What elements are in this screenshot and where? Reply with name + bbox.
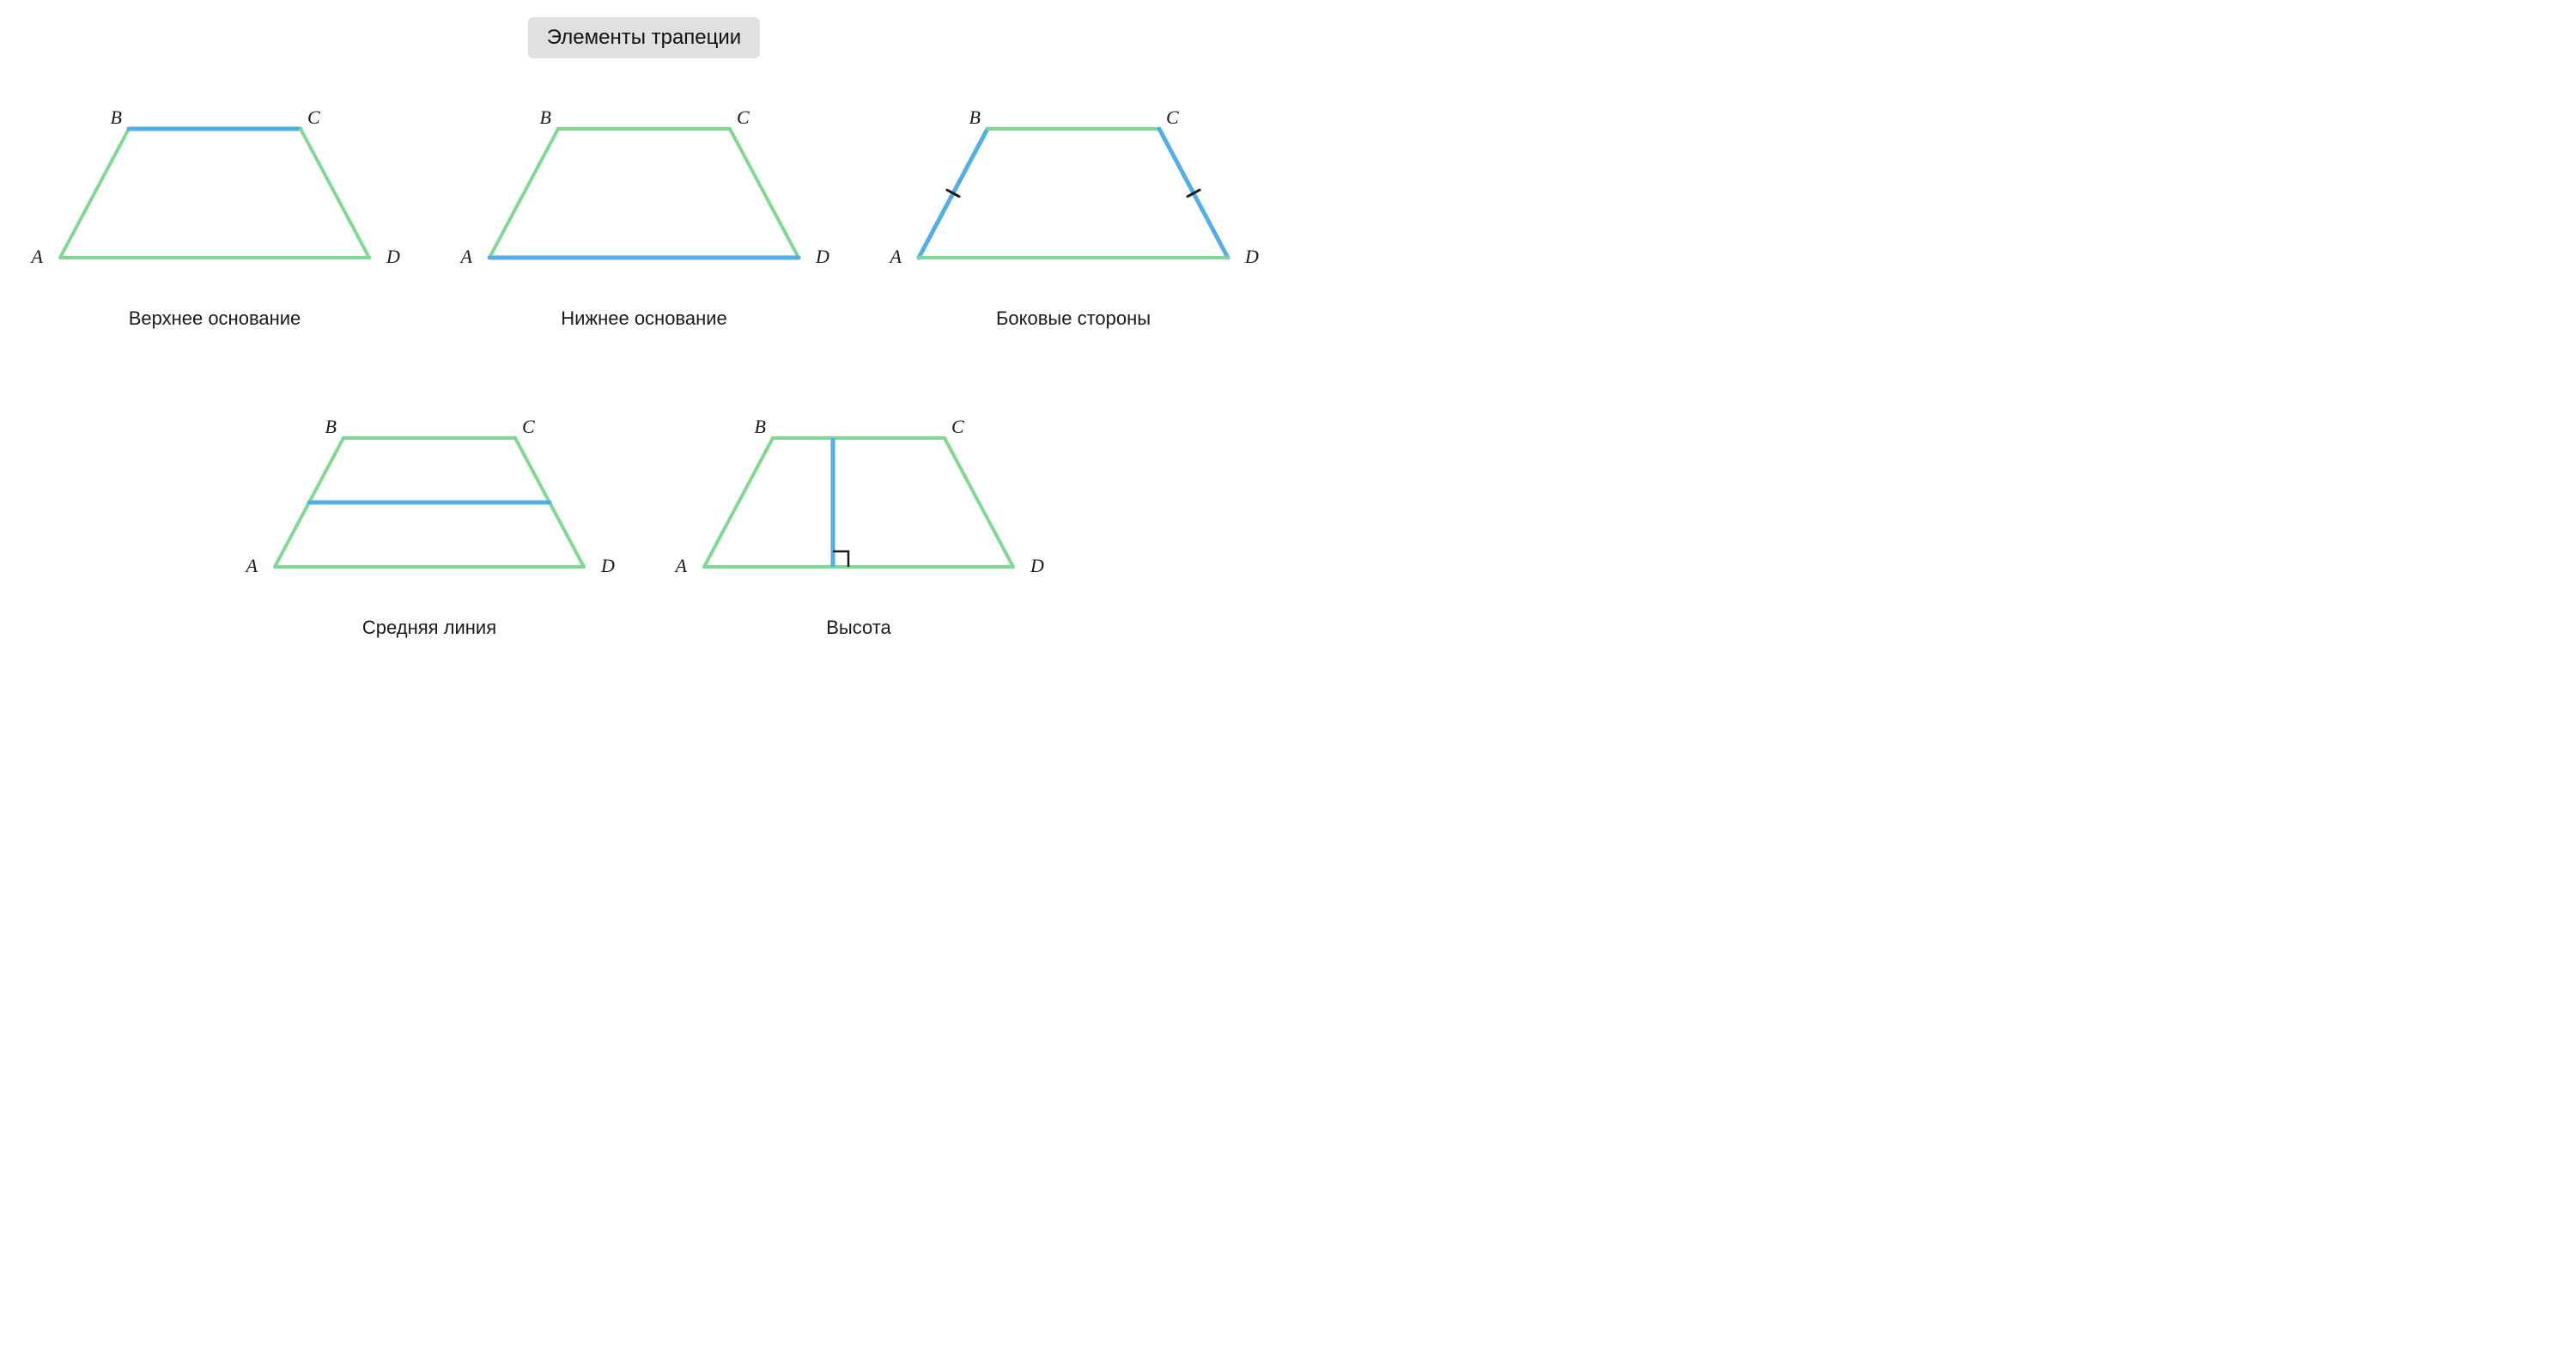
caption-legs: Боковые стороны <box>996 307 1151 330</box>
svg-text:C: C <box>307 106 320 128</box>
svg-text:A: A <box>674 555 688 576</box>
svg-text:B: B <box>969 106 981 128</box>
svg-text:D: D <box>600 555 615 576</box>
page-title: Элементы трапеции <box>528 17 760 58</box>
panel-top-base: A B C D Верхнее основание <box>17 94 412 330</box>
svg-text:B: B <box>755 416 766 437</box>
svg-text:B: B <box>111 106 122 128</box>
caption-top-base: Верхнее основание <box>129 307 301 330</box>
panel-bottom-base: A B C D Нижнее основание <box>447 94 841 330</box>
svg-text:B: B <box>325 416 337 437</box>
panel-legs: A B C D Боковые стороны <box>876 94 1271 330</box>
svg-text:D: D <box>386 246 400 267</box>
svg-text:A: A <box>30 246 44 267</box>
svg-text:A: A <box>889 246 902 267</box>
svg-text:C: C <box>737 106 750 128</box>
svg-text:D: D <box>1030 555 1044 576</box>
svg-text:C: C <box>951 416 964 437</box>
svg-text:D: D <box>815 246 829 267</box>
svg-text:C: C <box>522 416 535 437</box>
panel-midline: A B C D Средняя линия <box>232 404 627 639</box>
page: Элементы трапеции ABCDВерхнее основаниеA… <box>0 0 1288 681</box>
panel-height: A B C D Высота <box>661 404 1056 639</box>
row-2: A B C D Средняя линия A B C D Высота <box>0 404 1288 639</box>
svg-text:D: D <box>1244 246 1259 267</box>
svg-text:C: C <box>1166 106 1179 128</box>
trapezoid-top-base: A B C D <box>17 94 412 292</box>
row-1: A B C D Верхнее основание A B C D Нижнее основани… <box>0 94 1288 330</box>
trapezoid-bottom-base: A B C D <box>447 94 841 292</box>
trapezoid-height: A B C D <box>661 404 1056 601</box>
trapezoid-midline: A B C D <box>232 404 627 601</box>
trapezoid-legs: A B C D <box>876 94 1271 292</box>
caption-bottom-base: Нижнее основание <box>561 307 727 330</box>
caption-midline: Средняя линия <box>362 617 496 639</box>
svg-text:B: B <box>540 106 551 128</box>
page-title-text: Элементы трапеции <box>547 26 741 49</box>
caption-height: Высота <box>826 617 891 639</box>
svg-text:A: A <box>245 555 258 576</box>
svg-text:A: A <box>459 246 473 267</box>
